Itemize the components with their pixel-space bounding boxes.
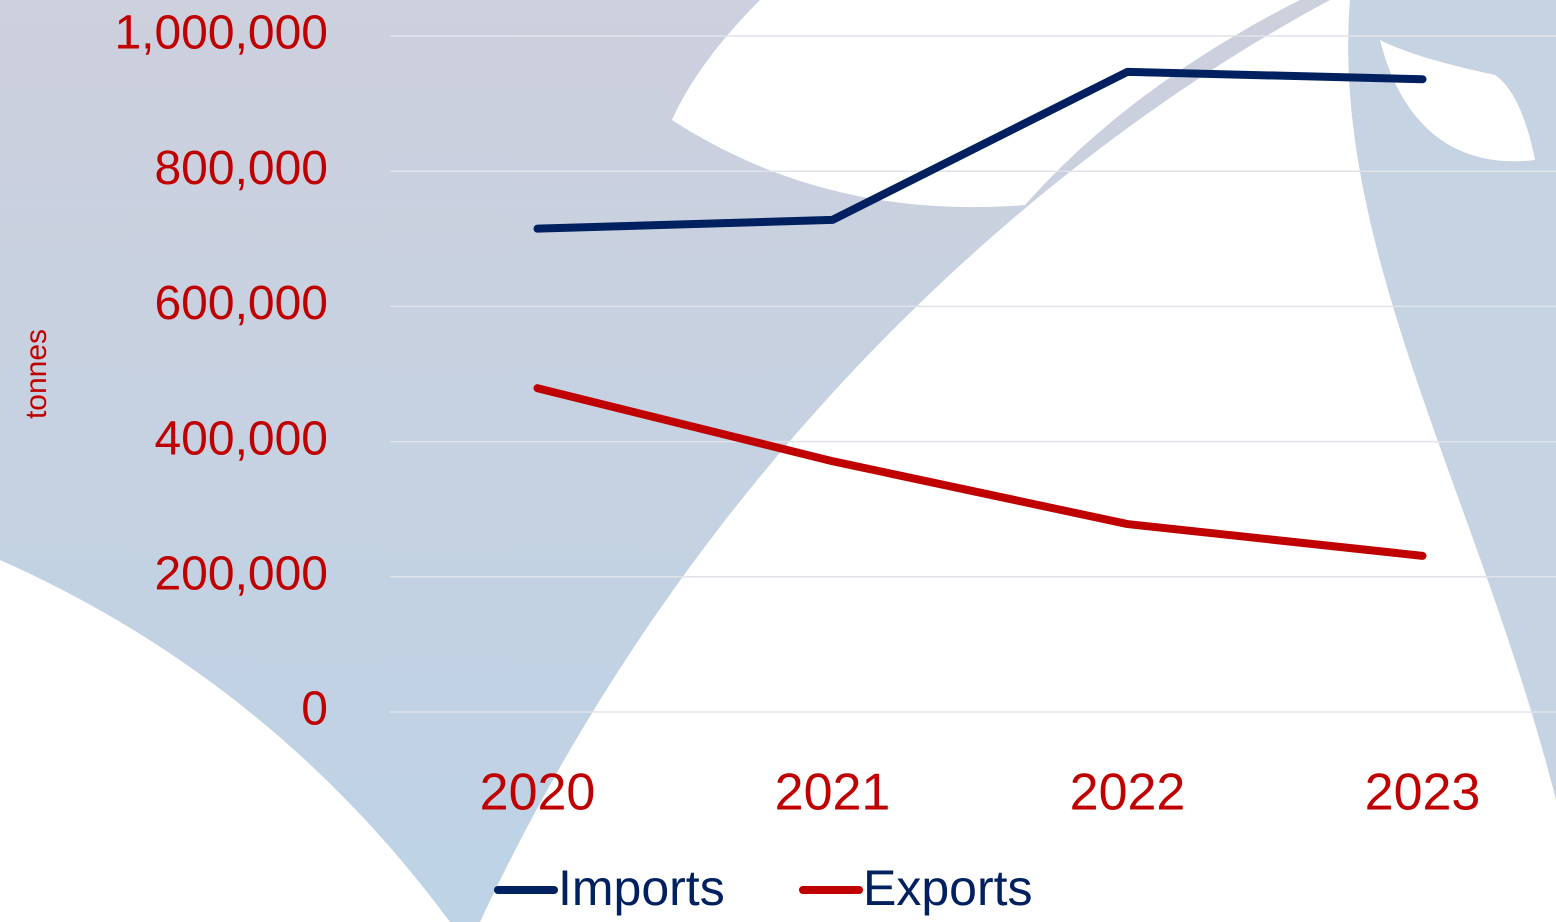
x-tick-label: 2021 xyxy=(775,764,891,822)
y-axis-label: tonnes xyxy=(20,329,53,419)
y-tick-label: 200,000 xyxy=(154,547,328,600)
x-tick-label: 2020 xyxy=(480,764,596,822)
x-tick-label: 2022 xyxy=(1070,764,1186,822)
y-tick-label: 400,000 xyxy=(154,412,328,465)
swoosh xyxy=(0,560,450,922)
swoosh xyxy=(480,0,1556,922)
series-line xyxy=(533,384,1427,560)
y-tick-label: 800,000 xyxy=(154,142,328,195)
y-tick-label: 1,000,000 xyxy=(114,7,328,60)
legend-label: Exports xyxy=(863,860,1033,916)
x-tick-label: 2023 xyxy=(1365,764,1481,822)
swoosh xyxy=(672,0,1300,208)
y-tick-label: 0 xyxy=(301,683,328,736)
swoosh xyxy=(1348,0,1556,800)
legend-label: Imports xyxy=(558,860,725,916)
y-tick-label: 600,000 xyxy=(154,277,328,330)
swoosh xyxy=(1380,40,1535,162)
series-line xyxy=(533,67,1427,233)
